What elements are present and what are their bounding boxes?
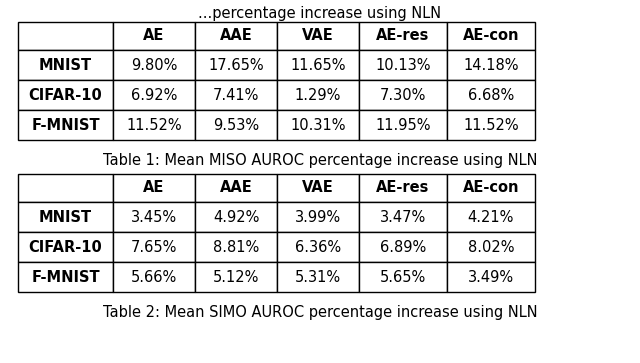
Bar — [195, 174, 277, 202]
Bar — [113, 174, 195, 202]
Text: 5.12%: 5.12% — [213, 269, 259, 285]
Bar — [359, 80, 447, 110]
Bar — [447, 22, 535, 50]
Bar — [447, 110, 535, 140]
Bar — [359, 22, 447, 50]
Text: ...percentage increase using NLN: ...percentage increase using NLN — [198, 6, 442, 21]
Bar — [18, 202, 113, 232]
Text: 11.52%: 11.52% — [463, 118, 519, 132]
Bar — [113, 22, 195, 50]
Text: MNIST: MNIST — [39, 209, 92, 224]
Text: Table 2: Mean SIMO AUROC percentage increase using NLN: Table 2: Mean SIMO AUROC percentage incr… — [102, 305, 538, 319]
Bar — [277, 232, 359, 262]
Bar — [277, 50, 359, 80]
Bar — [447, 80, 535, 110]
Text: AAE: AAE — [220, 180, 252, 196]
Text: AE-res: AE-res — [376, 29, 429, 44]
Text: 9.53%: 9.53% — [213, 118, 259, 132]
Bar — [195, 50, 277, 80]
Text: 3.99%: 3.99% — [295, 209, 341, 224]
Bar — [195, 22, 277, 50]
Text: 7.41%: 7.41% — [213, 87, 259, 102]
Text: 3.47%: 3.47% — [380, 209, 426, 224]
Bar — [277, 110, 359, 140]
Bar — [447, 50, 535, 80]
Bar — [447, 262, 535, 292]
Text: 7.30%: 7.30% — [380, 87, 426, 102]
Text: 6.89%: 6.89% — [380, 240, 426, 254]
Bar — [277, 262, 359, 292]
Bar — [113, 110, 195, 140]
Text: 5.65%: 5.65% — [380, 269, 426, 285]
Bar — [447, 174, 535, 202]
Bar — [359, 110, 447, 140]
Text: 17.65%: 17.65% — [208, 57, 264, 73]
Bar — [277, 202, 359, 232]
Bar — [195, 232, 277, 262]
Text: CIFAR-10: CIFAR-10 — [29, 240, 102, 254]
Text: F-MNIST: F-MNIST — [31, 118, 100, 132]
Text: AE-con: AE-con — [463, 180, 519, 196]
Text: Table 1: Mean MISO AUROC percentage increase using NLN: Table 1: Mean MISO AUROC percentage incr… — [103, 152, 537, 167]
Bar — [359, 202, 447, 232]
Text: MNIST: MNIST — [39, 57, 92, 73]
Bar — [113, 262, 195, 292]
Bar — [113, 232, 195, 262]
Text: 3.49%: 3.49% — [468, 269, 514, 285]
Text: 10.13%: 10.13% — [375, 57, 431, 73]
Bar — [18, 50, 113, 80]
Bar — [195, 110, 277, 140]
Text: 6.68%: 6.68% — [468, 87, 514, 102]
Bar — [277, 174, 359, 202]
Bar — [359, 174, 447, 202]
Text: 1.29%: 1.29% — [295, 87, 341, 102]
Text: CIFAR-10: CIFAR-10 — [29, 87, 102, 102]
Text: 11.95%: 11.95% — [375, 118, 431, 132]
Text: 4.21%: 4.21% — [468, 209, 514, 224]
Text: 8.81%: 8.81% — [213, 240, 259, 254]
Text: 4.92%: 4.92% — [213, 209, 259, 224]
Text: 6.92%: 6.92% — [131, 87, 177, 102]
Bar — [359, 262, 447, 292]
Text: F-MNIST: F-MNIST — [31, 269, 100, 285]
Bar — [447, 232, 535, 262]
Bar — [195, 80, 277, 110]
Text: 3.45%: 3.45% — [131, 209, 177, 224]
Text: AE: AE — [143, 180, 164, 196]
Bar — [447, 202, 535, 232]
Bar — [113, 202, 195, 232]
Text: VAE: VAE — [302, 180, 334, 196]
Text: AE-res: AE-res — [376, 180, 429, 196]
Bar — [18, 22, 113, 50]
Bar — [18, 262, 113, 292]
Text: 5.31%: 5.31% — [295, 269, 341, 285]
Bar — [18, 80, 113, 110]
Bar — [277, 22, 359, 50]
Text: AE-con: AE-con — [463, 29, 519, 44]
Text: 11.52%: 11.52% — [126, 118, 182, 132]
Text: 6.36%: 6.36% — [295, 240, 341, 254]
Text: 10.31%: 10.31% — [291, 118, 346, 132]
Text: VAE: VAE — [302, 29, 334, 44]
Text: 5.66%: 5.66% — [131, 269, 177, 285]
Bar — [195, 202, 277, 232]
Bar — [18, 232, 113, 262]
Text: 14.18%: 14.18% — [463, 57, 519, 73]
Bar — [113, 50, 195, 80]
Bar — [18, 174, 113, 202]
Text: AAE: AAE — [220, 29, 252, 44]
Text: 8.02%: 8.02% — [468, 240, 515, 254]
Bar — [359, 50, 447, 80]
Bar — [359, 232, 447, 262]
Bar — [277, 80, 359, 110]
Bar — [113, 80, 195, 110]
Text: AE: AE — [143, 29, 164, 44]
Text: 9.80%: 9.80% — [131, 57, 177, 73]
Bar — [195, 262, 277, 292]
Text: 7.65%: 7.65% — [131, 240, 177, 254]
Text: 11.65%: 11.65% — [291, 57, 346, 73]
Bar — [18, 110, 113, 140]
